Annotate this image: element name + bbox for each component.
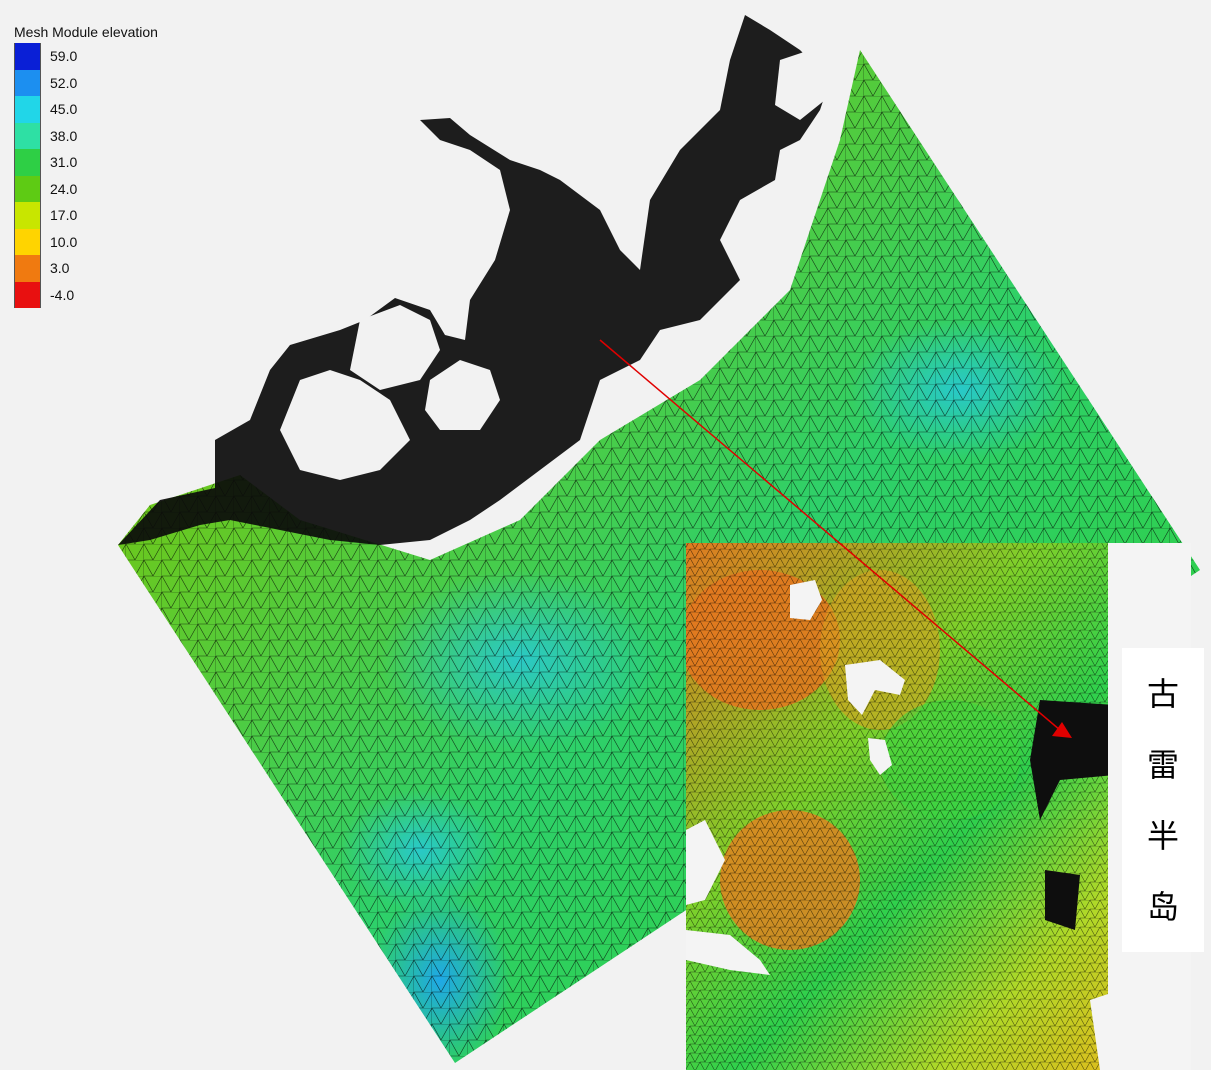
legend-label: 38.0	[50, 127, 78, 144]
legend-swatch	[14, 228, 41, 255]
peninsula-label-box: 古 雷 半 岛	[1122, 648, 1204, 952]
legend-label: 24.0	[50, 180, 78, 197]
legend-row: 45.0	[14, 96, 158, 123]
legend-swatch	[14, 255, 41, 282]
zoom-arrow	[599, 339, 1072, 738]
elevation-legend: Mesh Module elevation 59.0 52.0 45.0 38.0 31…	[14, 24, 158, 308]
peninsula-label-char-2: 雷	[1146, 745, 1179, 784]
peninsula-label-char-1: 古	[1146, 674, 1179, 713]
coastline-dense-mesh	[118, 15, 835, 545]
legend-label: 45.0	[50, 101, 78, 118]
legend-swatch	[14, 122, 41, 149]
peninsula-label-char-3: 半	[1146, 816, 1179, 855]
legend-row: 24.0	[14, 175, 158, 202]
legend-swatch	[14, 175, 41, 202]
legend-row: 38.0	[14, 122, 158, 149]
legend-swatch	[14, 96, 41, 123]
legend-label: 59.0	[50, 48, 78, 65]
inset-zoom-panel	[686, 543, 1191, 1070]
legend-row: 10.0	[14, 228, 158, 255]
legend-label: 3.0	[50, 260, 70, 277]
peninsula-label-char-4: 岛	[1146, 887, 1179, 926]
legend-label: 10.0	[50, 233, 78, 250]
legend-label: 31.0	[50, 154, 78, 171]
legend-row: -4.0	[14, 281, 158, 308]
legend-swatch	[14, 202, 41, 229]
legend-row: 17.0	[14, 202, 158, 229]
legend-swatch	[14, 43, 41, 70]
legend-swatch	[14, 149, 41, 176]
legend-swatch	[14, 69, 41, 96]
legend-label: -4.0	[50, 286, 75, 303]
legend-row: 52.0	[14, 69, 158, 96]
legend-row: 31.0	[14, 149, 158, 176]
legend-label: 17.0	[50, 207, 78, 224]
legend-label: 52.0	[50, 74, 78, 91]
legend-swatch	[14, 281, 41, 308]
legend-row: 59.0	[14, 43, 158, 70]
legend-row: 3.0	[14, 255, 158, 282]
legend-title: Mesh Module elevation	[14, 24, 158, 40]
